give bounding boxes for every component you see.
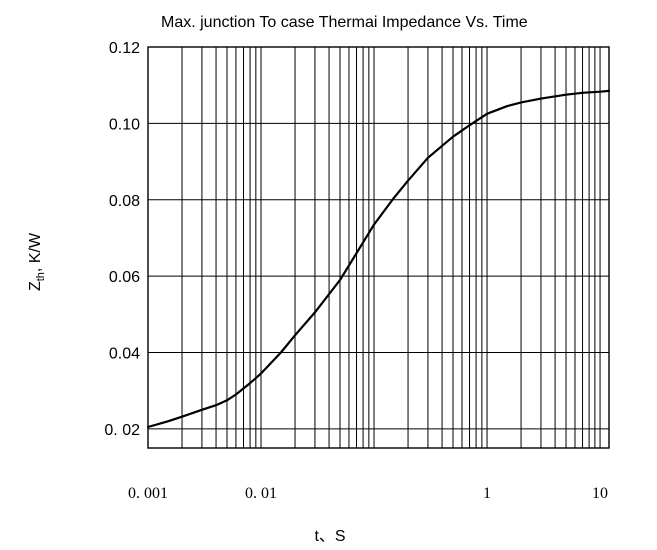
- x-tick-label: 10: [592, 485, 608, 502]
- y-tick-label: 0.12: [109, 40, 140, 57]
- impedance-curve: [146, 89, 611, 429]
- x-tick-labels: 0. 001 0. 01 1 10: [128, 485, 608, 502]
- y-axis-label: Zth, K/W: [27, 232, 47, 291]
- y-axis-label-sub: th: [35, 272, 47, 281]
- chart-title: Max. junction To case Thermai Impedance …: [161, 14, 528, 31]
- x-tick-label: 0. 001: [128, 485, 168, 502]
- x-tick-label: 1: [483, 485, 491, 502]
- y-tick-label: 0.10: [109, 116, 140, 133]
- plot-frame: [147, 46, 610, 449]
- y-tick-label: 0.08: [109, 193, 140, 210]
- y-tick-label: 0. 02: [104, 422, 140, 439]
- y-axis-label-rest: , K/W: [27, 232, 44, 272]
- y-axis-label-main: Z: [27, 281, 44, 291]
- vertical-grid: [181, 47, 601, 448]
- y-tick-label: 0.06: [109, 269, 140, 286]
- y-tick-labels: 0. 02 0.04 0.06 0.08 0.10 0.12: [104, 40, 140, 439]
- x-axis-label: t、S: [314, 528, 345, 545]
- x-tick-label: 0. 01: [245, 485, 277, 502]
- y-tick-label: 0.04: [109, 346, 140, 363]
- horizontal-grid: [148, 46, 609, 430]
